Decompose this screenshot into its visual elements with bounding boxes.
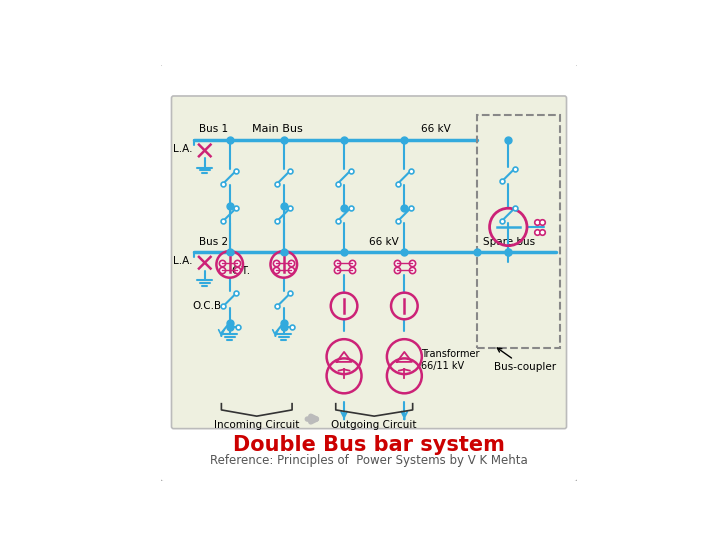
Text: Double Bus bar system: Double Bus bar system: [233, 435, 505, 455]
Text: Bus-coupler: Bus-coupler: [494, 348, 556, 373]
Text: Reference: Principles of  Power Systems by V K Mehta: Reference: Principles of Power Systems b…: [210, 454, 528, 467]
Text: Spare bus: Spare bus: [483, 237, 536, 247]
Text: Incoming Circuit: Incoming Circuit: [214, 420, 300, 430]
Bar: [477, 114, 560, 348]
Text: Outgoing Circuit: Outgoing Circuit: [331, 420, 417, 430]
Text: Transformer
66/11 kV: Transformer 66/11 kV: [421, 349, 480, 371]
Text: Main Bus: Main Bus: [252, 124, 303, 134]
Text: Bus 2: Bus 2: [199, 237, 228, 247]
FancyBboxPatch shape: [171, 96, 567, 429]
Text: Bus 1: Bus 1: [199, 124, 228, 134]
Text: L.A.: L.A.: [173, 144, 192, 154]
Text: 66 kV: 66 kV: [421, 124, 451, 134]
Text: L.A.: L.A.: [173, 256, 192, 266]
Text: O.C.B.: O.C.B.: [192, 301, 225, 311]
FancyBboxPatch shape: [159, 63, 579, 483]
Text: C.T.: C.T.: [232, 266, 251, 275]
Text: 66 kV: 66 kV: [369, 237, 399, 247]
